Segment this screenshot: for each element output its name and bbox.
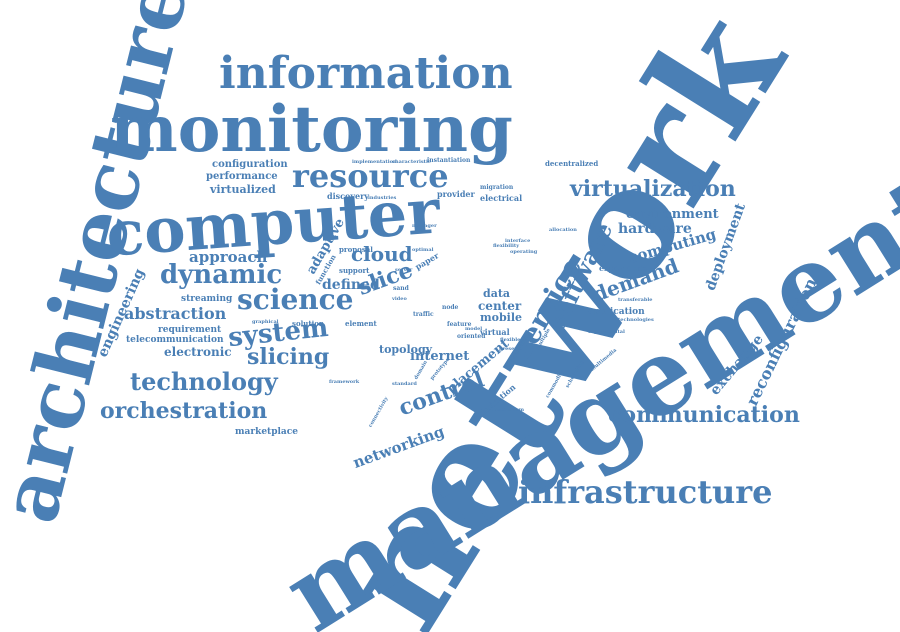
word-cloud: cloud [351, 242, 413, 266]
word-present: present [499, 346, 521, 352]
word-telecommunication: telecommunication [126, 335, 224, 345]
word-element: element [345, 319, 377, 328]
word-manager: manager [412, 223, 437, 229]
word-electrical: electrical [480, 193, 523, 203]
word-video: video [392, 296, 407, 302]
word-paper: paper [413, 250, 441, 272]
word-technologies: technologies [618, 317, 654, 323]
word-approach: approach [189, 248, 268, 266]
word-orchestration: orchestration [100, 398, 268, 424]
word-operating: operating [510, 249, 538, 255]
word-oriented: oriented [457, 333, 486, 340]
word-allocation: allocation [549, 227, 577, 233]
word-configuration: configuration [212, 159, 288, 170]
word-virtual: virtual [480, 327, 510, 337]
word-defined: defined [322, 277, 380, 293]
word-node: node [442, 304, 459, 311]
word-information: information [219, 48, 513, 99]
word-topology: topology [379, 343, 433, 356]
word-experimental: experimental [588, 329, 625, 335]
word-sand: sand [393, 285, 409, 292]
word-requirement: requirement [158, 325, 222, 335]
word-server: server [395, 267, 413, 273]
word-environment: environment [626, 207, 719, 222]
word-support: support [339, 266, 370, 275]
word-interface: interface [505, 238, 531, 244]
word-solution: solution [292, 319, 325, 328]
word-streaming: streaming [181, 294, 233, 304]
word-standard: standard [392, 381, 417, 387]
word-slicing: slicing [247, 344, 330, 370]
word-resource: resource [292, 157, 449, 195]
word-framework: framework [329, 379, 360, 385]
word-technology: technology [130, 367, 278, 396]
word-graphical: graphical [252, 319, 279, 325]
word-application: application [588, 307, 645, 317]
word-virtualized: virtualized [210, 183, 276, 196]
word-dynamic: dynamic [160, 260, 283, 290]
word-center: center [478, 299, 522, 313]
word-mobile: mobile [480, 311, 523, 324]
word-flexible: flexible [500, 337, 521, 343]
word-migration: migration [480, 184, 514, 191]
word-mechanism: mechanism [492, 407, 525, 413]
word-infrastructure: infrastructure [518, 473, 773, 511]
word-instantiation: instantiation [427, 157, 471, 164]
word-experience: experience [599, 263, 648, 273]
word-transferable: transferable [618, 297, 653, 303]
word-electronic: electronic [164, 345, 232, 359]
word-internet: internet [410, 349, 470, 364]
word-optimal: optimal [412, 247, 434, 253]
word-feature: feature [447, 321, 472, 328]
word-decentralized: decentralized [545, 159, 599, 168]
word-flexibility: flexibility [493, 243, 520, 249]
word-science: science [237, 283, 354, 316]
word-traffic: traffic [413, 311, 434, 318]
word-implementation: implementation [352, 159, 397, 165]
word-monitoring: monitoring [110, 92, 513, 167]
word-industries: industries [368, 195, 397, 201]
word-characteristic: characteristic [392, 159, 431, 165]
word-virtualization: virtualization [570, 176, 736, 202]
word-hardware: hardware [618, 221, 692, 237]
word-communication: communication [608, 402, 800, 428]
word-connectivity: connectivity [367, 395, 390, 429]
word-performance: performance [206, 171, 278, 182]
word-abstraction: abstraction [124, 304, 227, 323]
word-provider: provider [437, 189, 475, 199]
word-discovery: discovery [327, 191, 369, 201]
word-proposal: proposal [339, 245, 373, 254]
word-data: data [483, 287, 511, 300]
word-model: model [465, 326, 483, 332]
word-marketplace: marketplace [235, 427, 298, 437]
